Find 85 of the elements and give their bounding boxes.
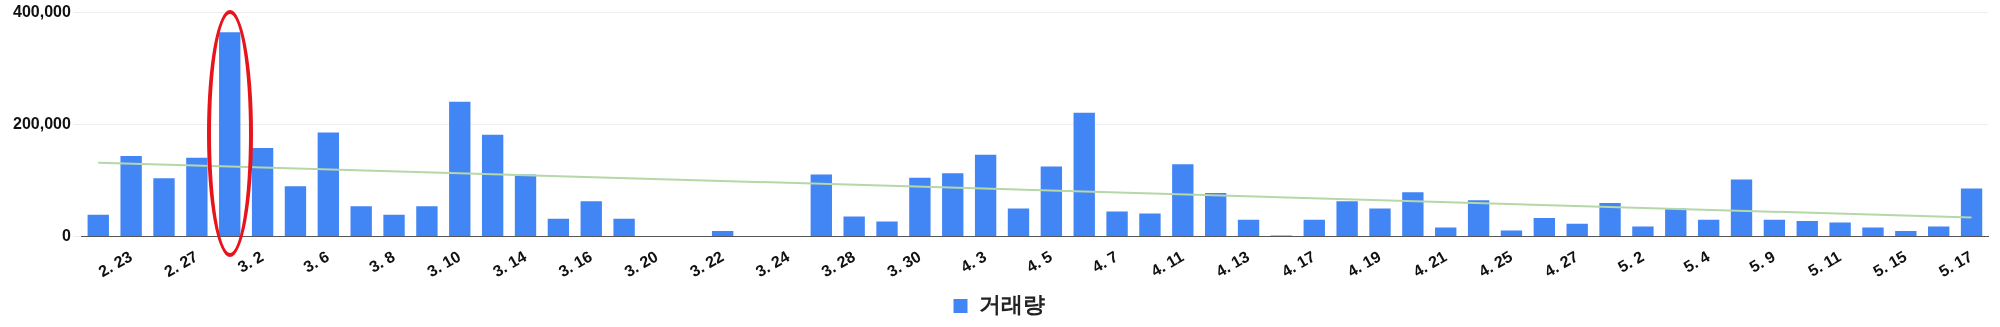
bar — [909, 177, 931, 237]
x-tick-label: 5. 17 — [1935, 247, 1976, 281]
x-tick-label: 3. 20 — [621, 247, 661, 281]
bar — [1763, 219, 1786, 237]
bar — [1204, 192, 1227, 237]
bar — [1369, 208, 1391, 237]
y-tick-label: 200,000 — [12, 115, 71, 132]
bar — [942, 173, 964, 237]
bar — [876, 221, 898, 237]
bar — [1632, 226, 1654, 237]
bar — [1336, 201, 1358, 237]
bar — [153, 178, 175, 237]
x-tick-label: 5. 11 — [1805, 247, 1844, 280]
x-tick-label: 3. 6 — [300, 247, 333, 276]
x-tick-label: 5. 9 — [1746, 247, 1779, 276]
x-tick-label: 3. 16 — [555, 247, 596, 281]
bar — [87, 214, 109, 237]
bar — [1730, 179, 1753, 237]
bar — [120, 155, 142, 237]
bar — [350, 206, 372, 237]
bar — [383, 214, 405, 237]
bar — [1172, 164, 1194, 237]
x-tick-label: 4. 3 — [957, 247, 990, 276]
bar — [810, 174, 832, 237]
bar — [1665, 208, 1687, 237]
x-tick-label: 2. 27 — [161, 247, 201, 281]
bar — [1467, 200, 1490, 237]
bar — [481, 134, 504, 237]
x-tick-label: 5. 15 — [1870, 247, 1910, 281]
bar — [1237, 219, 1260, 237]
x-tick-label: 3. 14 — [489, 247, 530, 281]
bar — [1007, 208, 1030, 237]
bar — [1862, 227, 1884, 237]
x-tick-label: 2. 23 — [95, 247, 135, 281]
y-tick-label: 0 — [61, 226, 71, 244]
bar — [712, 230, 734, 237]
bar — [1796, 220, 1818, 237]
y-tick-label: 400,000 — [12, 3, 71, 21]
bar — [449, 101, 471, 237]
bar — [843, 216, 865, 237]
x-tick-label: 3. 30 — [884, 247, 924, 281]
bar — [1073, 112, 1095, 237]
bar — [1040, 166, 1063, 237]
bar — [416, 206, 438, 237]
bar — [317, 132, 339, 237]
bar — [974, 154, 997, 237]
x-tick-label: 4. 13 — [1212, 247, 1253, 281]
x-tick-label: 4. 25 — [1475, 247, 1516, 281]
x-tick-label: 3. 22 — [687, 247, 727, 281]
x-tick-label: 3. 24 — [752, 247, 793, 281]
x-tick-label: 4. 11 — [1147, 247, 1187, 280]
bar — [284, 186, 307, 237]
bar — [1599, 202, 1621, 237]
x-tick-label: 4. 7 — [1089, 247, 1121, 276]
bar — [1106, 211, 1128, 237]
bar — [547, 218, 570, 237]
x-tick-label: 3. 8 — [366, 247, 398, 276]
bar — [1500, 230, 1523, 237]
bar — [1533, 218, 1556, 237]
bar — [1697, 219, 1720, 237]
x-tick-label: 3. 2 — [234, 247, 267, 276]
bar — [1829, 222, 1851, 237]
x-tick-label: 4. 21 — [1410, 247, 1450, 281]
bar — [613, 218, 635, 237]
bar — [1402, 192, 1424, 237]
bar — [514, 174, 537, 237]
x-tick-label: 5. 2 — [1615, 247, 1647, 276]
bar — [580, 201, 602, 237]
bar — [1960, 188, 1983, 237]
x-tick-label: 4. 17 — [1278, 247, 1319, 281]
bar — [1928, 226, 1950, 237]
x-tick-label: 4. 27 — [1541, 247, 1581, 281]
bar — [1303, 219, 1325, 237]
bar — [1435, 227, 1457, 237]
bar — [1895, 230, 1917, 237]
x-tick-label: 4. 19 — [1344, 247, 1384, 281]
bar — [1566, 223, 1588, 237]
x-tick-label: 3. 10 — [424, 247, 464, 281]
x-tick-label: 4. 5 — [1023, 247, 1056, 276]
x-tick-label: 5. 4 — [1680, 247, 1713, 276]
bar — [1139, 213, 1161, 237]
bar — [251, 148, 274, 237]
x-tick-label: 3. 28 — [818, 247, 858, 281]
legend-label: 거래량 — [978, 292, 1045, 318]
bar — [186, 157, 208, 237]
